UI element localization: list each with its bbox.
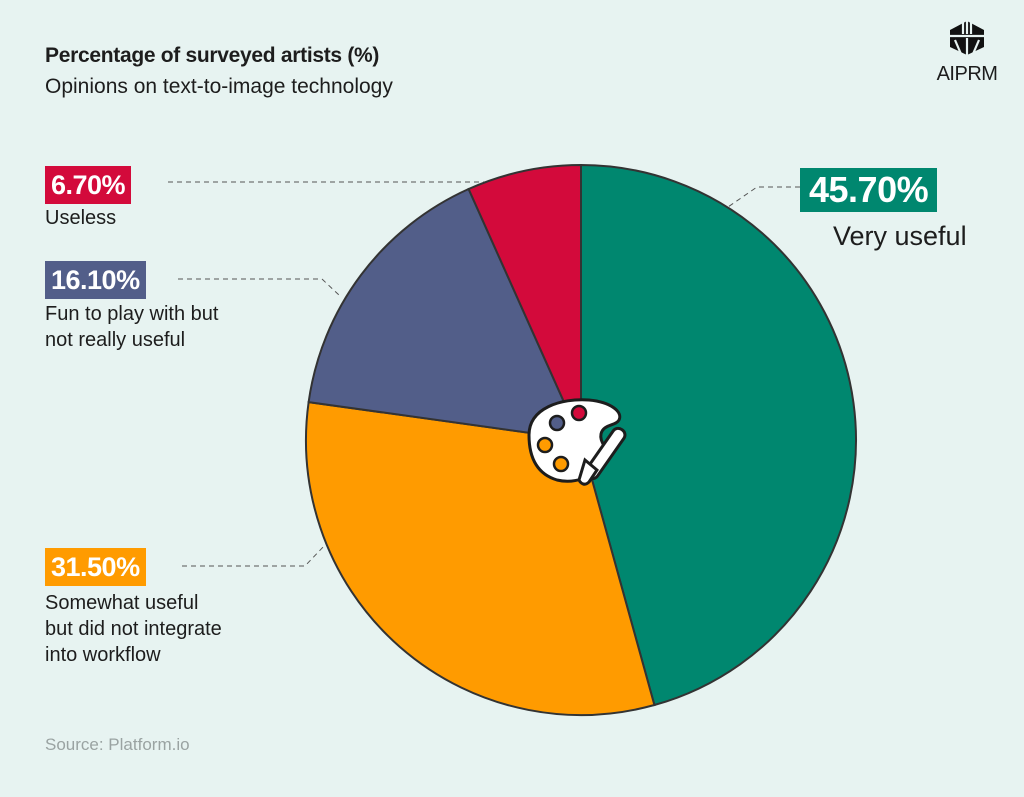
leader-line-somewhat [182,544,326,567]
label-fun: Fun to play with but not really useful [45,301,218,353]
label-line: Somewhat useful [45,592,199,614]
label-somewhat: Somewhat useful but did not integrate in… [45,590,222,668]
logo-text: AIPRM [936,63,998,85]
badge-fun: 16.10% [45,261,146,299]
source-note: Source: Platform.io [45,735,190,754]
label-very-useful: Very useful [833,221,967,251]
label-line: but did not integrate [45,618,222,640]
aiprm-logo: AIPRM [932,20,1002,86]
label-line: not really useful [45,329,186,351]
aiprm-logo-icon [950,21,984,55]
badge-useless: 6.70% [45,166,132,204]
badge-very-useful: 45.70% [800,168,938,212]
label-useless: Useless [45,207,117,229]
badge-somewhat: 31.50% [45,548,146,586]
chart-subtitle: Opinions on text-to-image technology [45,75,393,98]
leader-line-fun [178,278,341,297]
palette-icon [527,398,627,486]
pie-slice-fun-to-play-with-but-not-really-useful [307,187,583,442]
label-line: into workflow [45,644,161,666]
label-line: Fun to play with but [45,303,219,325]
pie-slice-very-useful [580,163,857,707]
pie-slice-useless [467,163,582,441]
chart-title: Percentage of surveyed artists (%) [45,44,380,67]
leader-line-very-useful [727,186,800,208]
